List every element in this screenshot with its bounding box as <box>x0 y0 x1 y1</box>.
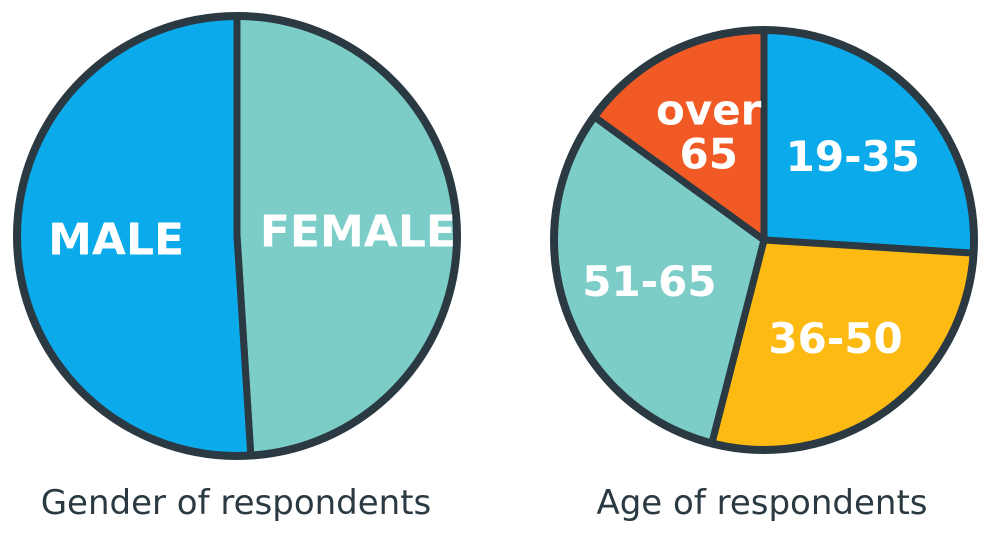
age-label-19-35: 19-35 <box>786 132 920 181</box>
gender-label-female: FEMALE <box>260 207 456 258</box>
age-chart-title: Age of respondents <box>596 483 927 523</box>
gender-pie-chart: FEMALE MALE <box>13 12 461 460</box>
age-pie-chart: 19-35 36-50 51-65 over 65 <box>550 26 978 454</box>
gender-chart-title: Gender of respondents <box>41 483 432 523</box>
age-pie-outline <box>550 26 978 454</box>
age-label-over-65: over 65 <box>656 85 762 178</box>
gender-pie-outline <box>13 12 461 460</box>
age-label-51-65: 51-65 <box>582 257 716 306</box>
gender-label-male: MALE <box>48 214 184 265</box>
age-label-36-50: 36-50 <box>768 314 902 363</box>
